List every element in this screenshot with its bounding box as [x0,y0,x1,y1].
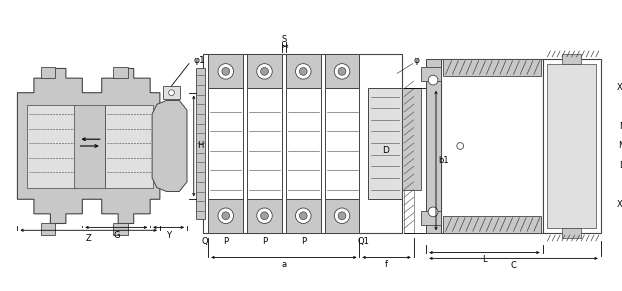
Circle shape [338,212,346,220]
Text: φ1: φ1 [194,56,205,65]
Bar [426,59,441,233]
Text: P: P [223,237,228,246]
Bar [325,54,360,88]
Text: b1: b1 [439,156,449,165]
Text: X1: X1 [616,200,622,209]
Circle shape [261,68,268,75]
Bar [163,86,180,100]
Polygon shape [17,68,172,223]
Bar [562,228,582,238]
Bar [73,105,104,188]
Text: S: S [281,35,287,44]
Text: D: D [382,146,389,155]
Bar [402,88,422,189]
Text: G: G [113,231,119,239]
Text: L: L [482,255,487,264]
Circle shape [338,68,346,75]
Text: P: P [300,237,306,246]
Circle shape [218,208,233,223]
Text: P: P [262,237,267,246]
Bar [286,88,321,199]
Bar [208,88,243,199]
Bar [443,59,541,76]
Bar [208,199,243,233]
Bar [441,59,542,233]
Text: Z: Z [85,234,91,242]
Text: Q1: Q1 [358,237,369,246]
Polygon shape [152,100,187,191]
Bar [203,54,402,233]
Circle shape [169,90,174,96]
Bar [113,67,128,78]
Bar [247,88,282,199]
Bar [286,54,321,88]
Circle shape [222,212,230,220]
Bar [286,199,321,233]
Circle shape [299,212,307,220]
Circle shape [261,212,268,220]
Text: X1: X1 [616,83,622,92]
Bar [208,54,243,88]
Circle shape [334,208,350,223]
Circle shape [222,68,230,75]
Bar [422,211,441,226]
Bar [27,105,76,188]
Text: C: C [511,261,516,270]
Text: D: D [619,161,622,170]
Circle shape [429,207,438,217]
Circle shape [334,64,350,79]
Circle shape [457,143,463,149]
Text: Y: Y [166,231,171,239]
Bar [542,59,601,233]
Text: a: a [281,260,287,269]
Circle shape [295,208,311,223]
Bar [196,68,205,219]
Text: φ: φ [414,56,420,65]
Bar [104,105,153,188]
Bar [562,54,582,64]
Text: f: f [385,260,388,269]
Circle shape [218,64,233,79]
Circle shape [299,68,307,75]
Bar [325,199,360,233]
Bar [547,64,596,228]
Bar [113,223,128,235]
Circle shape [429,75,438,85]
Bar [368,88,402,199]
Bar [422,67,441,81]
Bar [325,88,360,199]
Text: N: N [619,122,622,131]
Text: Q: Q [201,237,208,246]
Circle shape [257,64,272,79]
Bar [40,223,55,235]
Circle shape [257,208,272,223]
Circle shape [295,64,311,79]
Text: M: M [618,141,622,150]
Bar [247,54,282,88]
Bar [247,199,282,233]
Bar [40,67,55,78]
Bar [443,216,541,233]
Text: H: H [197,141,204,150]
